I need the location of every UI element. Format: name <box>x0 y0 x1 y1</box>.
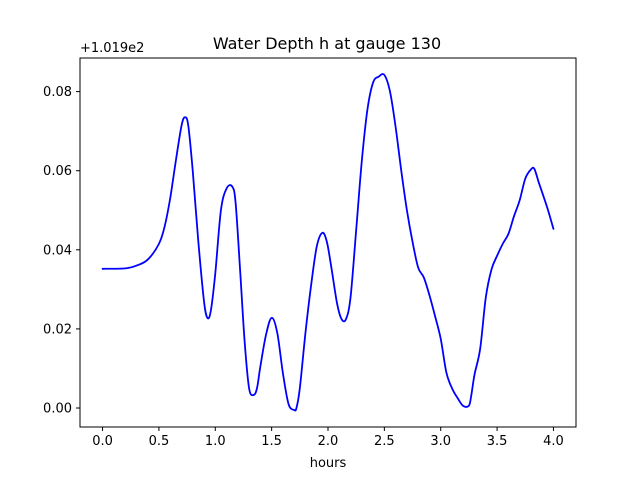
x-tick-label: 0.5 <box>149 434 170 449</box>
x-tick-label: 1.5 <box>261 434 282 449</box>
y-tick-label: 0.04 <box>43 243 72 258</box>
x-tick-label: 0.0 <box>92 434 113 449</box>
water-depth-line <box>101 73 555 412</box>
x-tick-label: 2.5 <box>374 434 395 449</box>
y-tick-label: 0.08 <box>43 85 72 100</box>
y-axis-offset-label: +1.019e2 <box>80 41 144 56</box>
x-tick-label: 3.5 <box>487 434 508 449</box>
x-tick-label: 4.0 <box>543 434 564 449</box>
y-tick-label: 0.00 <box>43 402 72 417</box>
x-tick-label: 1.0 <box>205 434 226 449</box>
y-tick-label: 0.06 <box>43 164 72 179</box>
y-tick-label: 0.02 <box>43 322 72 337</box>
plot-area-frame <box>79 57 577 428</box>
axis-ticks <box>76 91 554 431</box>
axis-tick-labels: 0.0 0.5 1.0 1.5 2.0 2.5 3.0 3.5 4.0 0.00 0.02 0.04 0… <box>43 85 564 449</box>
x-tick-label: 3.0 <box>430 434 451 449</box>
x-axis-label: hours <box>310 456 347 471</box>
chart-title: Water Depth h at gauge 130 <box>213 34 441 53</box>
x-tick-label: 2.0 <box>318 434 339 449</box>
